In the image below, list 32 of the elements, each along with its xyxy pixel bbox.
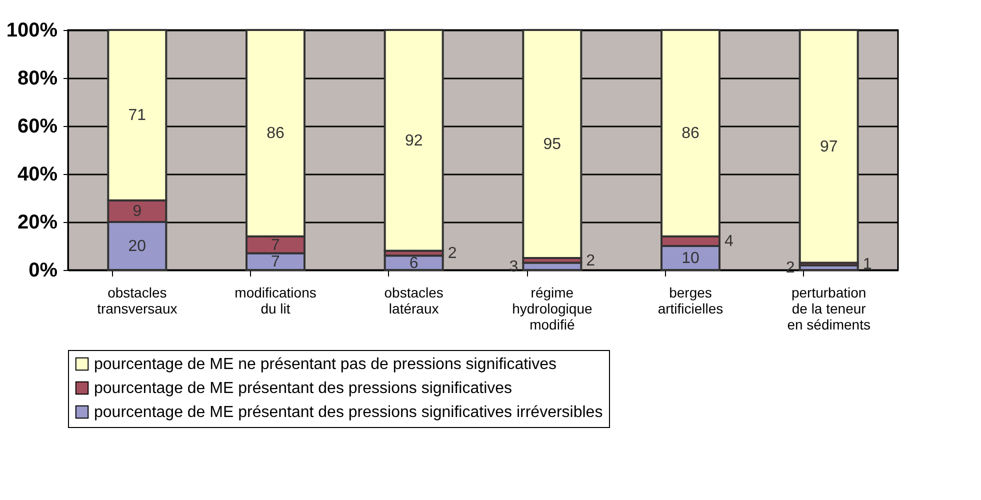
data-label: 92 bbox=[404, 132, 423, 150]
data-label: 9 bbox=[132, 203, 142, 220]
y-tick-label: 100% bbox=[6, 20, 58, 42]
x-tick-label: obstacles transversaux bbox=[97, 284, 178, 316]
data-label: 95 bbox=[543, 136, 562, 153]
data-label: 1 bbox=[862, 256, 872, 273]
y-tick-label: 20% bbox=[17, 212, 58, 234]
x-tick-label: berges artificielles bbox=[658, 284, 724, 316]
y-tick-label: 80% bbox=[17, 68, 58, 90]
y-tick-label: 40% bbox=[17, 164, 58, 186]
legend-label: pourcentage de ME présentant des pressions significatives irréversibles bbox=[94, 404, 603, 421]
data-label: 2 bbox=[586, 252, 596, 270]
bar bbox=[798, 29, 859, 264]
x-tick-label: modifications du lit bbox=[234, 284, 316, 316]
legend-label: pourcentage de ME présentant des pressions significatives bbox=[94, 380, 512, 397]
data-label: 6 bbox=[409, 254, 418, 272]
data-label: 2 bbox=[448, 245, 457, 262]
data-label: 7 bbox=[271, 236, 280, 254]
data-label: 71 bbox=[128, 107, 146, 124]
data-label: 20 bbox=[128, 238, 146, 255]
x-tick-label: régime hydrologique modifié bbox=[512, 284, 592, 332]
y-tick-label: 0% bbox=[28, 260, 58, 282]
data-label: 97 bbox=[820, 138, 838, 156]
x-tick-label: perturbation de la teneur en sédiments bbox=[787, 284, 870, 332]
x-tick-label: obstacles latéraux bbox=[384, 284, 444, 316]
data-label: 10 bbox=[682, 250, 700, 267]
data-label: 86 bbox=[682, 125, 700, 142]
legend-label: pourcentage de ME ne présentant pas de pressions significatives bbox=[94, 356, 556, 373]
data-label: 7 bbox=[271, 254, 280, 271]
y-tick-label: 60% bbox=[17, 116, 58, 138]
data-label: 4 bbox=[724, 233, 734, 250]
data-label: 86 bbox=[266, 125, 284, 142]
